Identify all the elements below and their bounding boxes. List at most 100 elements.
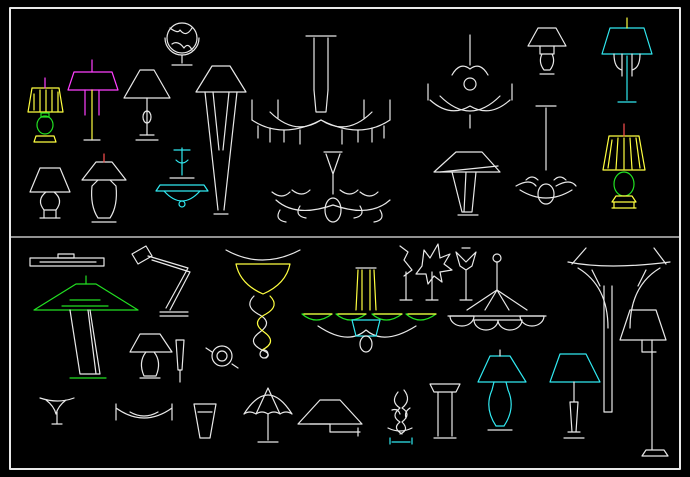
floor-lamp-tall-part: [222, 91, 230, 151]
wall-lamp-swing-part: [309, 423, 361, 437]
table-lamp-pleat: [129, 333, 173, 379]
table-lamp-yellow-part: [33, 135, 57, 143]
ornament-figure-part: [387, 389, 413, 435]
table-lamp-modern: [433, 151, 501, 216]
chandelier-right-part: [451, 65, 489, 76]
wall-bracket: [175, 339, 185, 383]
floor-lamp-shade-part: [619, 309, 667, 341]
floor-lamp-tall-part: [223, 91, 238, 211]
wall-swag: [115, 403, 173, 421]
chandelier-small: [271, 151, 391, 223]
table-lamp-cyan: [477, 349, 527, 431]
chandelier-small-part: [277, 205, 383, 223]
tube-light-part: [57, 253, 75, 259]
floor-lamp-cyan-part: [563, 381, 585, 439]
floor-lamp-cyan-part: [613, 53, 641, 77]
chandelier-globes-part: [466, 289, 528, 311]
table-lamp-yellow-part: [27, 87, 64, 113]
floor-lamp-cyan-part: [549, 353, 601, 383]
table-lamp-small: [527, 27, 567, 75]
table-lamp-yellow-2-part: [629, 137, 633, 170]
table-lamp-pleat-part: [129, 333, 173, 353]
small-lamp-b: [81, 153, 127, 223]
floor-lamp-cyan: [549, 353, 601, 439]
table-lamp-yellow-2-part: [602, 135, 646, 171]
chandelier-right-part: [439, 95, 501, 112]
chandelier-large-part: [269, 111, 373, 128]
tube-light: [29, 253, 105, 267]
chandelier-yellow-part: [359, 335, 373, 353]
chandelier-small-part: [271, 189, 379, 197]
spot-lamp-part: [205, 347, 239, 369]
chandelier-small-part: [324, 197, 342, 223]
globe-part: [166, 22, 198, 54]
torch-lamps-part: [415, 243, 453, 301]
pendant-cyan-part: [173, 149, 191, 164]
pendant-cyan-part: [155, 184, 209, 192]
umbrella-lamp: [243, 387, 293, 443]
floor-lamp-torchiere-part: [603, 285, 613, 413]
chandelier-hanging-part: [515, 176, 577, 187]
small-lamp-b-part: [91, 179, 117, 219]
pendant-cyan-part: [178, 200, 186, 208]
pedestal-part: [429, 383, 461, 439]
pedestal: [429, 383, 461, 439]
table-lamp-small-part: [539, 45, 555, 71]
table-lamp-yellow: [27, 77, 64, 143]
floor-lamp-tall-part: [212, 91, 220, 151]
floor-lamp-cyan: [601, 17, 653, 103]
table-lamp-modern-part: [433, 151, 501, 173]
chandelier-small-part: [325, 153, 341, 195]
floor-lamp-tall: [195, 65, 247, 215]
chandelier-small-part: [275, 199, 391, 211]
wall-sconce-yellow: [225, 249, 301, 359]
chandelier-hanging-part: [537, 183, 555, 205]
wall-lamp-swing-part: [297, 399, 363, 425]
desk-lamp: [131, 245, 191, 317]
wall-cone: [193, 403, 217, 439]
floor-lamp-tall-part: [195, 65, 247, 93]
wall-swag-part: [115, 403, 173, 421]
wall-sconce-yellow-part: [256, 295, 275, 351]
desk-lamp-part: [147, 255, 191, 311]
small-lamp-a-part: [39, 191, 61, 211]
chandelier-hanging: [515, 105, 577, 205]
floor-lamp-shade-part: [641, 339, 669, 457]
torch-lamps-part: [399, 245, 413, 301]
table-lamp-yellow-part: [40, 112, 50, 118]
table-lamp-pleat-part: [140, 351, 160, 377]
chandelier-globes-part: [449, 315, 545, 331]
chandelier-hanging-part: [519, 189, 573, 199]
wall-sconce-small: [39, 397, 75, 425]
ornament-figure: [387, 389, 413, 445]
spot-lamp: [205, 345, 239, 369]
table-lamp-white-part: [142, 110, 152, 124]
frame: [9, 7, 681, 470]
wall-sconce-yellow-part: [249, 295, 269, 359]
chandelier-yellow-part: [317, 325, 417, 338]
spot-lamp-part: [216, 350, 228, 362]
ornament-figure-part: [389, 437, 413, 445]
table-lamp-yellow-2-part: [615, 137, 619, 170]
floor-lamp-green-part: [33, 283, 139, 311]
chandelier-large: [251, 35, 391, 145]
floor-lamp-torchiere: [567, 247, 671, 413]
table-lamp-yellow-2: [602, 123, 646, 209]
floor-lamp-green: [33, 275, 139, 379]
floor-lamp-green-part: [61, 299, 109, 307]
wall-sconce-yellow-part: [225, 249, 301, 261]
floor-lamp-green-part: [69, 309, 101, 375]
pendant-cyan: [155, 147, 209, 208]
floor-lamp-torchiere-part: [571, 247, 667, 287]
chandelier-large-part: [257, 125, 385, 145]
chandelier-large-part: [313, 89, 329, 113]
table-lamp-yellow-2-part: [635, 137, 641, 169]
table-lamp-yellow-2-part: [611, 195, 637, 209]
table-lamp-white-part: [123, 69, 171, 99]
wall-sconce-small-part: [39, 397, 75, 425]
floor-lamp-torchiere-part: [567, 261, 671, 329]
chandelier-yellow: [301, 267, 437, 353]
floor-lamp-shade: [619, 309, 669, 457]
chandelier-yellow-part: [351, 319, 381, 337]
